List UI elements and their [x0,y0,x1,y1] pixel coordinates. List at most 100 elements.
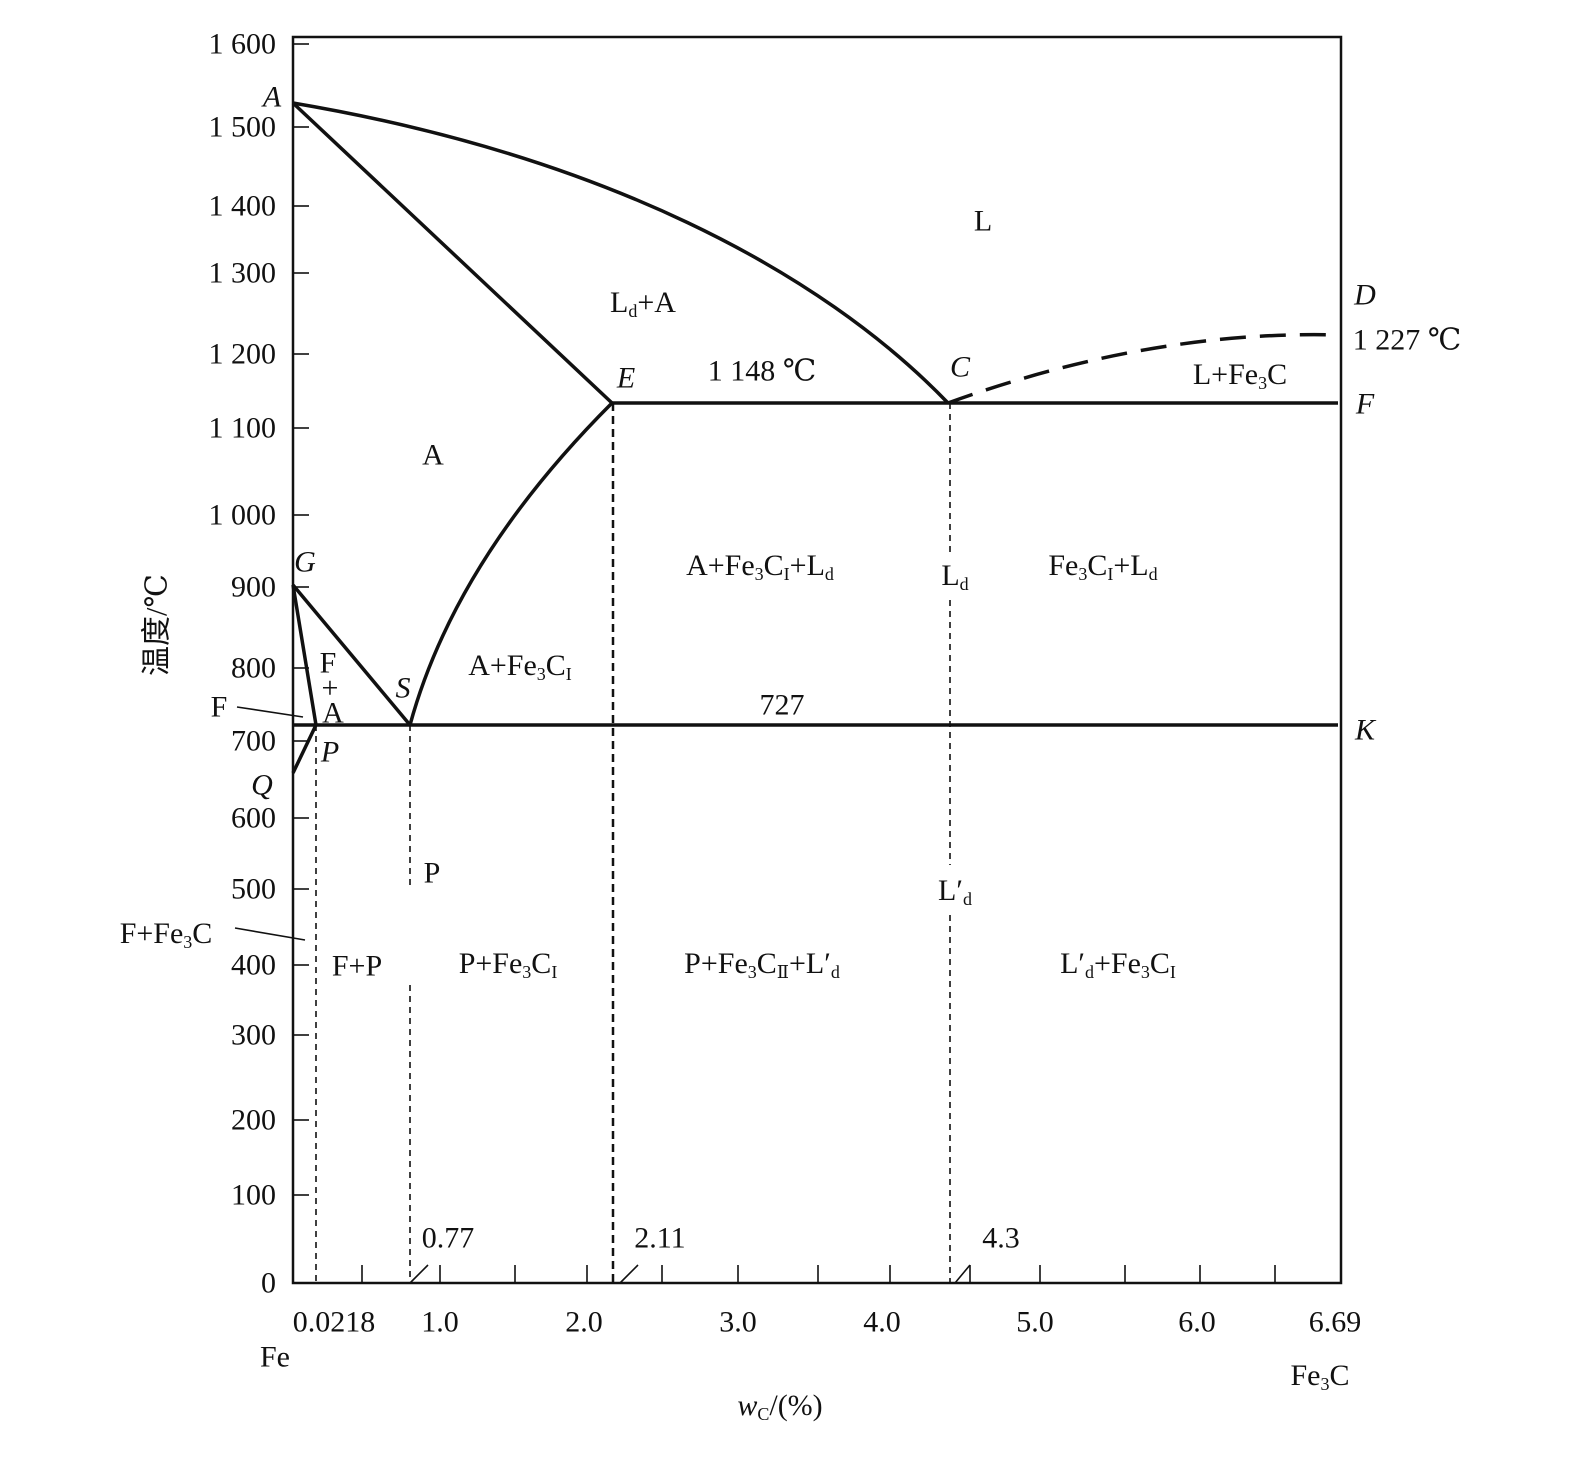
label-part: P+Fe [684,947,748,980]
y-tick-label: 1 100 [209,412,277,445]
x-tick-label: 3.0 [719,1306,757,1339]
line-ae [291,101,614,405]
x-tick-label: 2.0 [565,1306,603,1339]
subscript: I [551,962,557,982]
y-tick-label: 100 [231,1179,276,1212]
point-label: S [396,672,411,705]
label-part: C [1267,358,1287,391]
x-tick-label: 4.0 [863,1306,901,1339]
label-part: C [531,947,551,980]
phase-lines [291,101,1339,1283]
region-label: L′d [938,874,972,910]
x-tick-label: 0.0218 [293,1306,376,1339]
subscript: I [1107,564,1113,584]
label-part: A+Fe [468,649,537,682]
label-part: +Fe [1094,947,1141,980]
plot-frame [291,35,1343,1285]
subscript: d [963,889,972,909]
line-es [408,401,614,726]
point-label: G [294,546,316,579]
subscript: I [566,664,572,684]
x-axis-end: Fe3C [1290,1359,1349,1395]
region-label: F [320,647,337,680]
point-label: E [616,362,635,395]
x-tick-label: 1.0 [421,1306,459,1339]
label-part: C [1087,549,1107,582]
subscript: C [757,1404,769,1424]
label-part: A+Fe [686,549,755,582]
annotation: 1 148 ℃ [708,355,817,388]
line-gpq [291,584,318,774]
region-label: L′d+Fe3CI [1060,947,1176,983]
region-label: L+Fe3C [1193,358,1287,394]
region-label: A [422,439,444,472]
break-marks [409,1264,971,1284]
guide-lines [315,403,951,1283]
point-label: F [1355,388,1375,421]
subscript: d [1149,564,1158,584]
region-label: A [322,697,344,730]
y-tick-label: 1 000 [209,499,277,532]
markers [234,706,1276,1284]
y-tick-label: 900 [231,571,276,604]
y-tick-label: 700 [231,725,276,758]
y-tick-label: 200 [231,1104,276,1137]
label-part: C [757,947,777,980]
region-label: F [211,691,228,724]
label-part: C [1150,947,1170,980]
label-part: /(%) [769,1389,822,1422]
label-part: C [192,917,212,950]
region-label: A+Fe3CI [468,649,572,685]
label-part: +L [1113,549,1148,582]
y-tick-label: 1 500 [209,111,277,144]
point-label: K [1354,714,1377,747]
subscript: 3 [1320,1374,1329,1394]
label-part: Fe [1290,1359,1320,1392]
labels: 1 600 1 500 1 400 1 300 1 200 1 100 1 000 900 80… [120,28,1462,1425]
line-cd [947,332,1339,405]
subscript: d [1085,962,1094,982]
subscript: 3 [183,932,192,952]
subscript: d [831,962,840,982]
y-tick-label: 1 400 [209,190,277,223]
region-label: + [322,672,339,705]
label-part: C [1329,1359,1349,1392]
label-part: Fe [1048,549,1078,582]
subscript: 3 [1258,373,1267,393]
region-label: P+Fe3CⅡ+L′d [684,947,840,983]
label-part: L [941,559,959,592]
x-tick-marks [361,1265,1276,1283]
region-label: Ld+A [610,286,676,322]
y-tick-label: 1 200 [209,338,277,371]
region-label: F+Fe3C [120,917,213,953]
annotation: 4.3 [982,1222,1020,1255]
subscript: 3 [537,664,546,684]
label-part: P+Fe [459,947,523,980]
point-label: D [1353,279,1376,312]
point-label: A [261,81,282,114]
point-label: P [320,736,339,769]
y-tick-label: 600 [231,802,276,835]
y-tick-label: 0 [261,1267,276,1300]
label-part: L [610,286,628,319]
subscript: 3 [755,564,764,584]
region-label: Ld [941,559,968,595]
label-part: L′ [938,874,963,907]
annotation: 2.11 [634,1222,685,1255]
y-tick-label: 1 300 [209,257,277,290]
subscript: I [1170,962,1176,982]
x-tick-label: 6.0 [1178,1306,1216,1339]
label-part: +A [637,286,676,319]
label-part: L′ [1060,947,1085,980]
region-label: P+Fe3CI [459,947,558,983]
x-tick-label: 6.69 [1309,1306,1362,1339]
label-part: F+Fe [120,917,184,950]
annotation: 727 [760,689,805,722]
y-tick-label: 500 [231,873,276,906]
line-ac [292,101,950,405]
subscript: 3 [522,962,531,982]
label-part: +L′ [789,947,831,980]
label-part: C [764,549,784,582]
y-tick-label: 800 [231,652,276,685]
